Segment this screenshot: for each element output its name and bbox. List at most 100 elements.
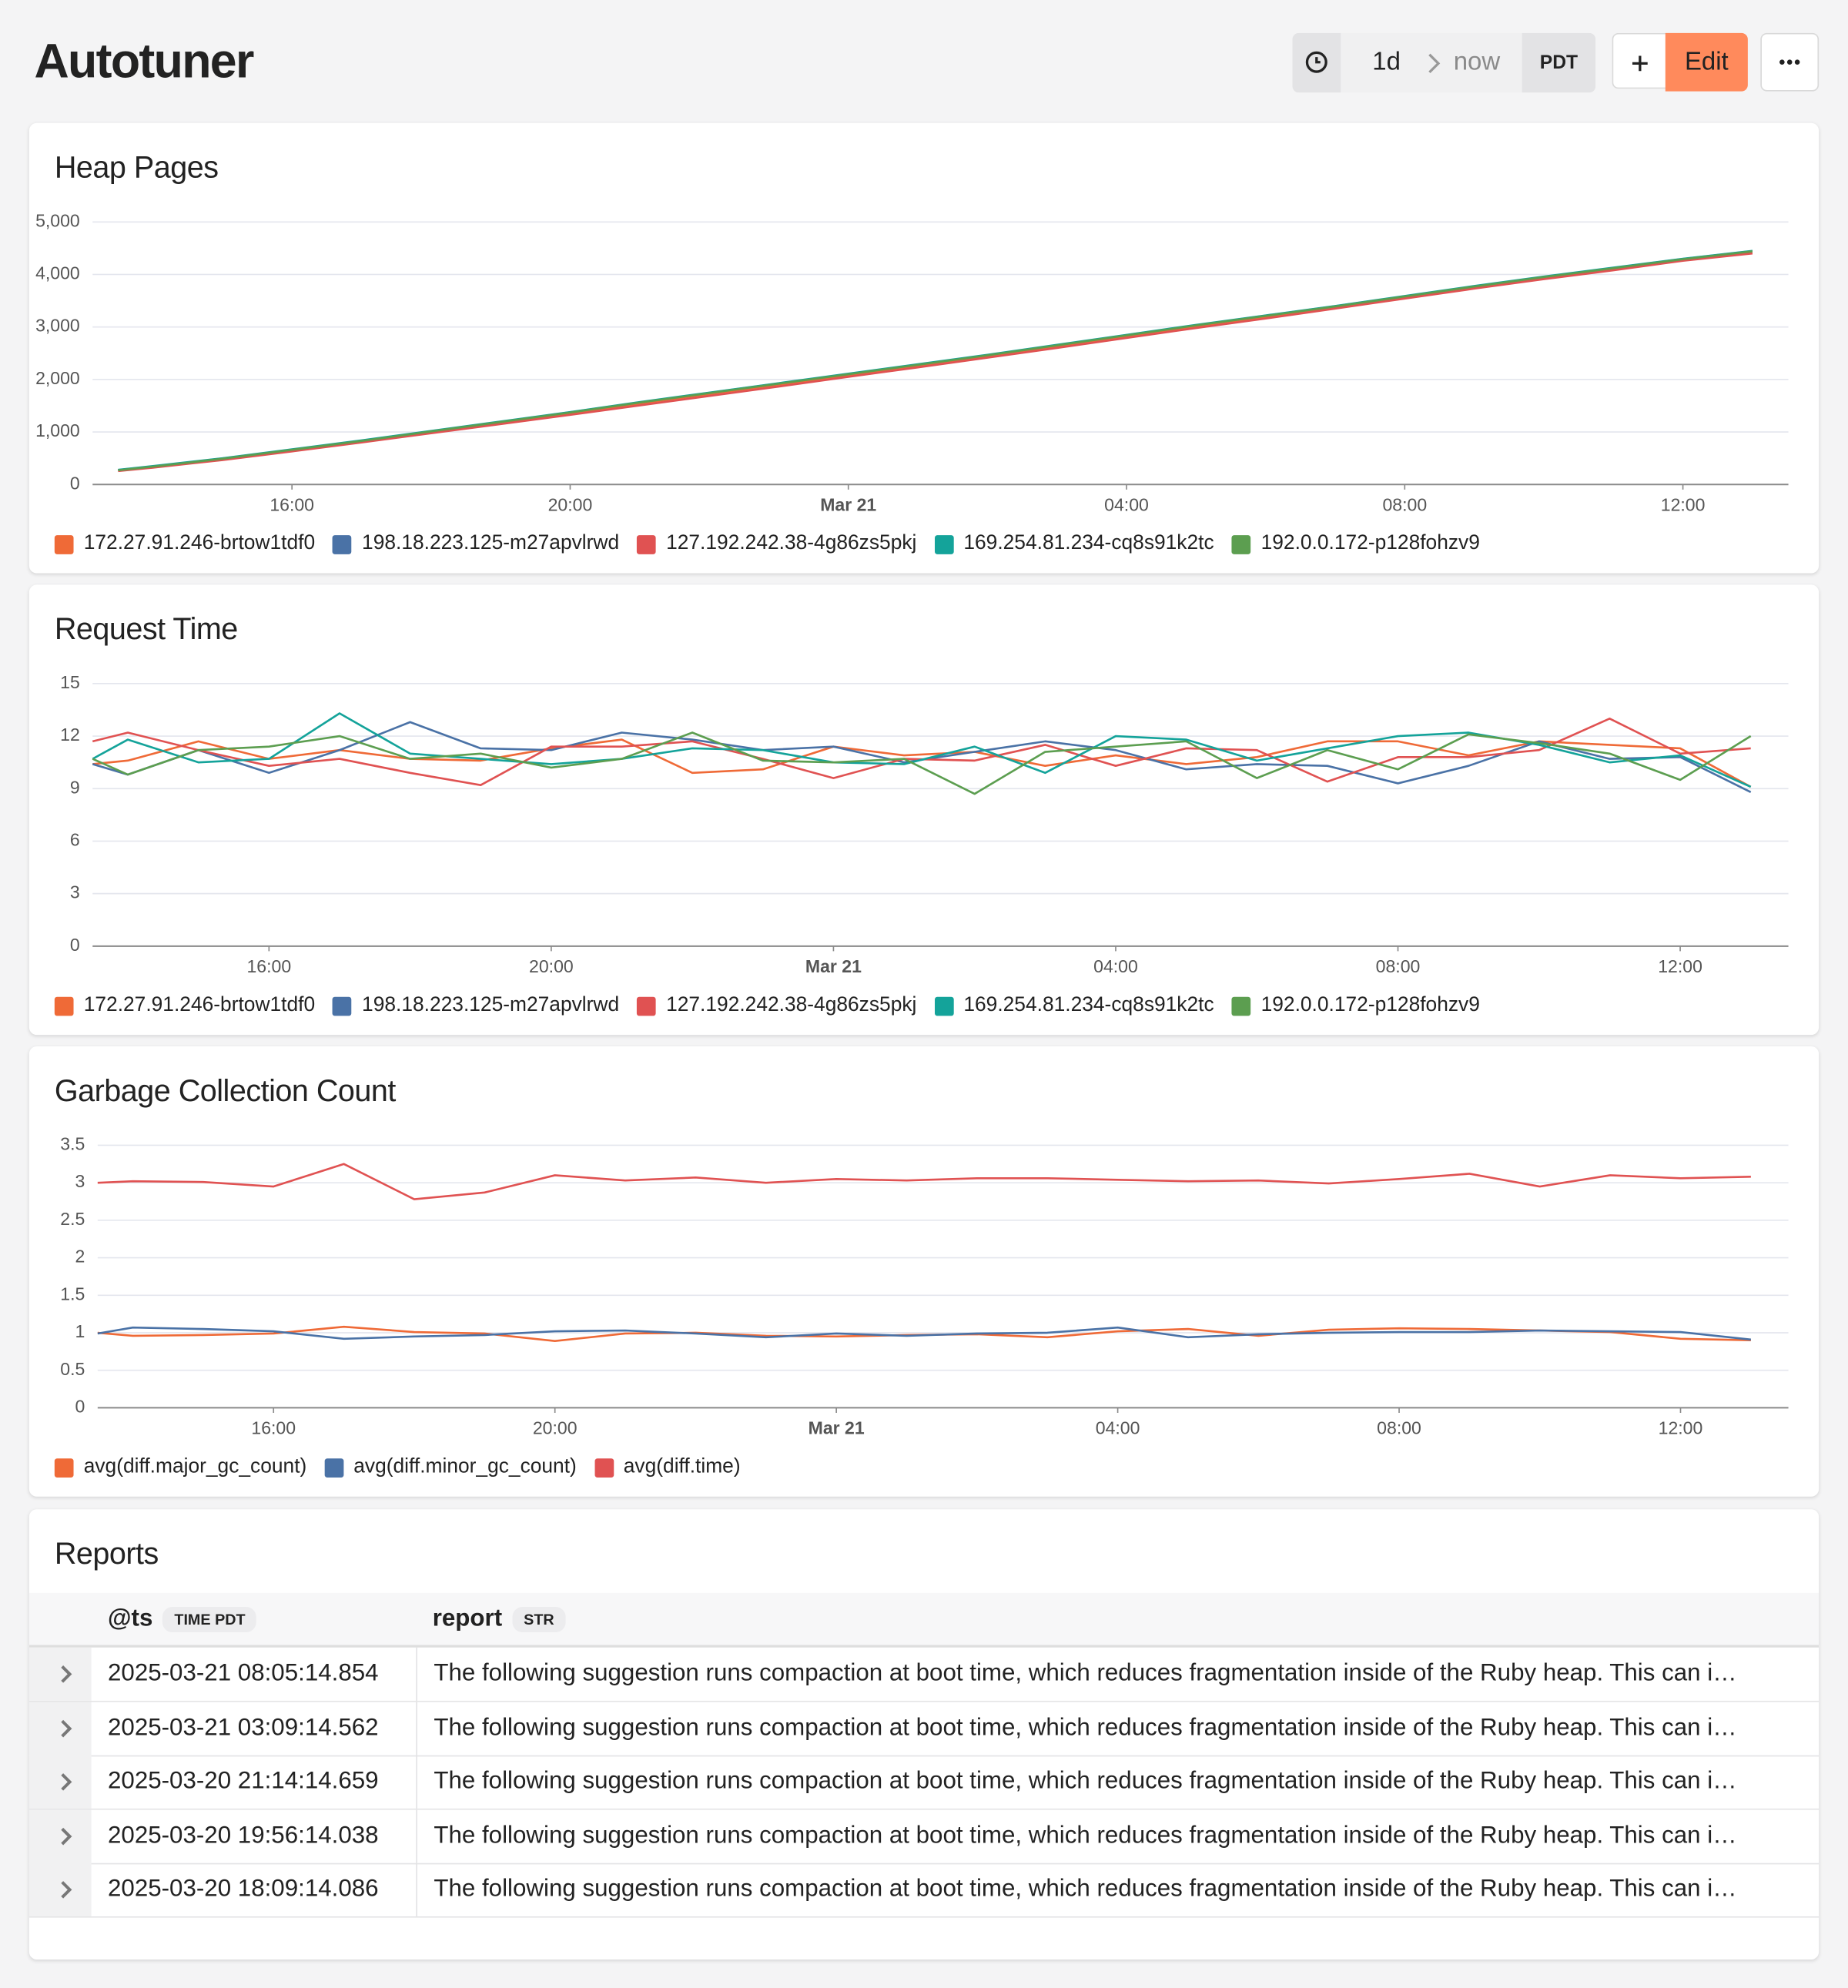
legend-label: 198.18.223.125-m27apvlrwd [362,532,620,554]
legend-label: 192.0.0.172-p128fohzv9 [1260,994,1480,1016]
y-tick-label: 15 [60,672,80,692]
legend-label: 192.0.0.172-p128fohzv9 [1260,532,1480,554]
x-tick-label: 20:00 [529,956,574,976]
page-title: Autotuner [34,35,254,89]
chart-card: Garbage Collection Count 0 0.5 1 1.5 2 2.5 3 3.… [28,1046,1820,1497]
x-tick-label: 12:00 [1661,494,1706,514]
legend-swatch [333,996,352,1016]
x-tick-label: 08:00 [1382,494,1427,514]
chart: 0 1,000 2,000 3,000 4,000 5,000 16:00 20:00 Mar … [35,210,1789,514]
legend: 172.27.91.246-brtow1tdf0 198.18.223.125-m… [54,532,1480,556]
ts-cell: 2025-03-21 08:05:14.854 [92,1647,417,1701]
legend-item[interactable]: 172.27.91.246-brtow1tdf0 [54,532,316,556]
legend-item[interactable]: 127.192.242.38-4g86zs5pkj [637,994,916,1017]
chart-card: Heap Pages 0 1,000 2,000 3,000 4,000 5,000 16:… [28,122,1820,574]
chevron-icon [61,1773,72,1791]
more-button[interactable] [1760,32,1820,92]
edit-button[interactable]: Edit [1665,32,1748,92]
report-cell: The following suggestion runs compaction… [434,1660,1737,1687]
table-row[interactable]: 2025-03-20 18:09:14.086 The following sug… [28,1862,1820,1918]
legend-swatch [333,534,352,554]
legend-label: 127.192.242.38-4g86zs5pkj [666,532,917,554]
y-tick-label: 3 [70,882,80,902]
time-range[interactable]: 1d [1372,48,1401,76]
clock-button[interactable] [1292,32,1341,93]
y-tick-label: 2.5 [60,1209,85,1229]
expand-toggle[interactable] [28,1701,92,1755]
table-row[interactable]: 2025-03-21 03:09:14.562 The following sug… [28,1701,1820,1756]
column-name: report [432,1605,503,1632]
legend-label: 172.27.91.246-brtow1tdf0 [83,994,316,1016]
x-tick-label: 16:00 [246,956,291,976]
x-tick-label: Mar 21 [805,956,862,976]
legend-item[interactable]: 169.254.81.234-cq8s91k2tc [934,533,1214,556]
more-icon [1779,59,1800,65]
plus-icon [1632,55,1648,72]
expand-toggle[interactable] [28,1809,92,1862]
chevron-icon [61,1827,72,1845]
legend-item[interactable]: 198.18.223.125-m27apvlrwd [333,533,619,556]
series-line [118,250,1753,472]
x-tick-label: 20:00 [533,1418,578,1438]
legend-item[interactable]: 172.27.91.246-brtow1tdf0 [54,994,316,1017]
legend-item[interactable]: avg(diff.time) [594,1456,741,1479]
expand-toggle[interactable] [28,1647,92,1701]
legend: 172.27.91.246-brtow1tdf0 198.18.223.125-m… [54,994,1480,1017]
timezone[interactable]: PDT [1522,32,1596,93]
y-tick-label: 0.5 [60,1359,85,1379]
legend-item[interactable]: 192.0.0.172-p128fohzv9 [1231,532,1480,556]
x-tick-label: 04:00 [1096,1418,1140,1438]
legend-swatch [637,534,656,554]
legend-swatch [324,1458,344,1478]
table-row[interactable]: 2025-03-21 08:05:14.854 The following sug… [28,1647,1820,1702]
table-row[interactable]: 2025-03-20 19:56:14.038 The following sug… [28,1809,1820,1864]
expand-toggle[interactable] [28,1755,92,1809]
chevron-icon [61,1665,72,1683]
legend-item[interactable]: 192.0.0.172-p128fohzv9 [1231,994,1480,1017]
report-cell: The following suggestion runs compaction… [434,1822,1737,1849]
series-line [97,1163,1751,1200]
chevron-icon [1428,53,1441,74]
legend-item[interactable]: 127.192.242.38-4g86zs5pkj [637,533,916,556]
y-tick-label: 2,000 [35,368,80,388]
legend-label: avg(diff.minor_gc_count) [353,1456,577,1478]
chevron [61,1827,72,1845]
legend-item[interactable]: 198.18.223.125-m27apvlrwd [333,994,619,1017]
table-title: Reports [54,1537,159,1571]
chevron-icon [61,1719,72,1737]
series-line [92,738,1752,788]
y-tick-label: 3.5 [60,1134,85,1154]
legend-label: 172.27.91.246-brtow1tdf0 [83,532,316,554]
y-tick-label: 6 [70,830,80,850]
legend-item[interactable]: avg(diff.minor_gc_count) [324,1456,577,1479]
legend-label: 127.192.242.38-4g86zs5pkj [666,994,917,1016]
legend-item[interactable]: avg(diff.major_gc_count) [54,1456,307,1479]
x-tick-label: 04:00 [1093,956,1138,976]
column-header[interactable]: @ts TIME PDT [108,1593,257,1645]
chart-title: Heap Pages [54,151,219,186]
legend-swatch [934,534,954,554]
add-button[interactable] [1612,32,1667,89]
expand-toggle[interactable] [28,1862,92,1916]
column-header[interactable]: report STR [433,1593,566,1645]
legend-label: 169.254.81.234-cq8s91k2tc [963,532,1214,554]
chevron [61,1719,72,1737]
legend-swatch [1231,534,1251,554]
legend-item[interactable]: 169.254.81.234-cq8s91k2tc [934,994,1214,1017]
time-end[interactable]: now [1453,48,1501,76]
x-tick-label: 12:00 [1658,956,1702,976]
legend-label: avg(diff.major_gc_count) [83,1456,307,1478]
y-tick-label: 9 [70,777,80,797]
time-picker[interactable]: 1d now PDT [1292,32,1596,93]
table-row[interactable]: 2025-03-20 21:14:14.659 The following sug… [28,1755,1820,1810]
x-tick-label: 08:00 [1376,956,1421,976]
legend-swatch [934,996,954,1016]
series-line [92,712,1752,788]
chevron [61,1665,72,1683]
chart: 0 3 6 9 12 15 16:00 20:00 Mar 21 04:00 08:00 12:00 [60,672,1789,976]
legend-swatch [54,534,74,554]
series-line [118,252,1753,473]
series-line [92,717,1751,787]
y-tick-label: 3,000 [35,316,80,336]
